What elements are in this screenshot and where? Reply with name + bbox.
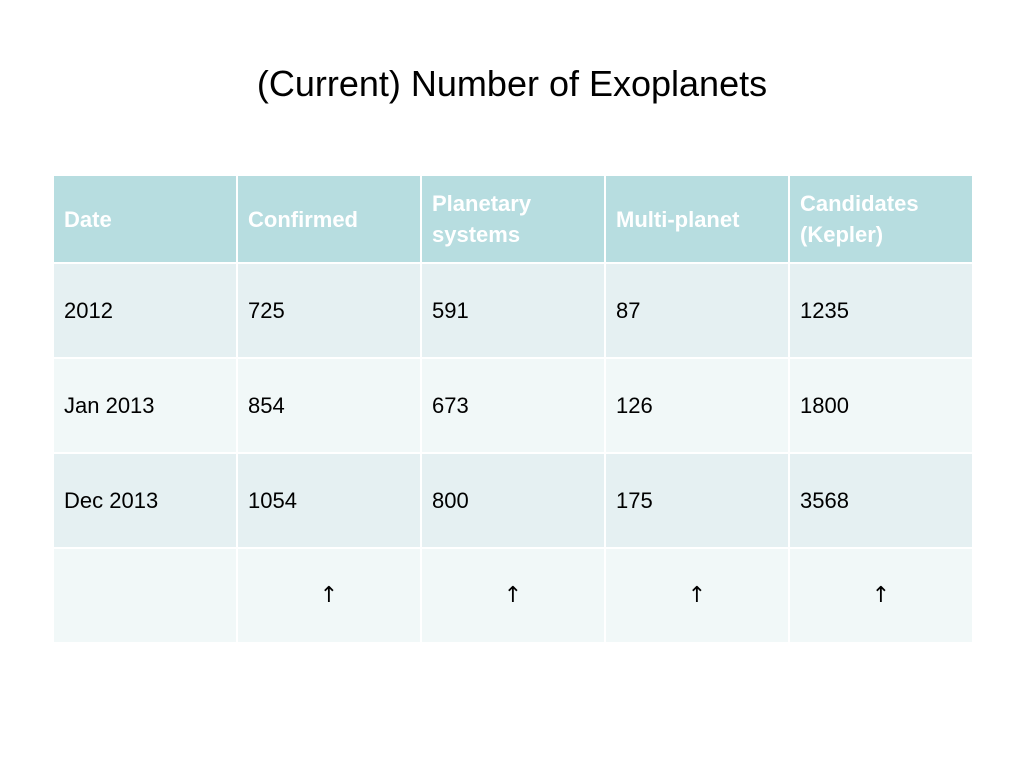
cell-multi-planet: 175 [604, 452, 790, 549]
cell-date: Jan 2013 [52, 357, 238, 454]
table-header-row: Date Confirmed Planetary systems Multi-p… [52, 174, 974, 264]
table-row: ↑ ↑ ↑ ↑ [52, 547, 974, 644]
cell-planetary-systems: 673 [420, 357, 606, 454]
cell-multi-planet: 126 [604, 357, 790, 454]
table-row: Dec 2013 1054 800 175 3568 [52, 452, 974, 549]
cell-multi-planet: 87 [604, 262, 790, 359]
up-arrow-icon: ↑ [604, 547, 790, 644]
header-confirmed: Confirmed [236, 174, 422, 264]
up-arrow-icon: ↑ [788, 547, 974, 644]
cell-planetary-systems: 800 [420, 452, 606, 549]
cell-candidates: 1235 [788, 262, 974, 359]
exoplanet-table: Date Confirmed Planetary systems Multi-p… [52, 174, 974, 644]
header-planetary-systems: Planetary systems [420, 174, 606, 264]
header-date: Date [52, 174, 238, 264]
page-title: (Current) Number of Exoplanets [256, 63, 768, 104]
cell-date [52, 547, 238, 644]
cell-date: 2012 [52, 262, 238, 359]
cell-confirmed: 1054 [236, 452, 422, 549]
up-arrow-icon: ↑ [420, 547, 606, 644]
cell-confirmed: 854 [236, 357, 422, 454]
cell-date: Dec 2013 [52, 452, 238, 549]
table-row: Jan 2013 854 673 126 1800 [52, 357, 974, 454]
header-multi-planet: Multi-planet [604, 174, 790, 264]
cell-confirmed: 725 [236, 262, 422, 359]
cell-candidates: 3568 [788, 452, 974, 549]
table-row: 2012 725 591 87 1235 [52, 262, 974, 359]
header-candidates-kepler: Candidates (Kepler) [788, 174, 974, 264]
cell-candidates: 1800 [788, 357, 974, 454]
cell-planetary-systems: 591 [420, 262, 606, 359]
up-arrow-icon: ↑ [236, 547, 422, 644]
